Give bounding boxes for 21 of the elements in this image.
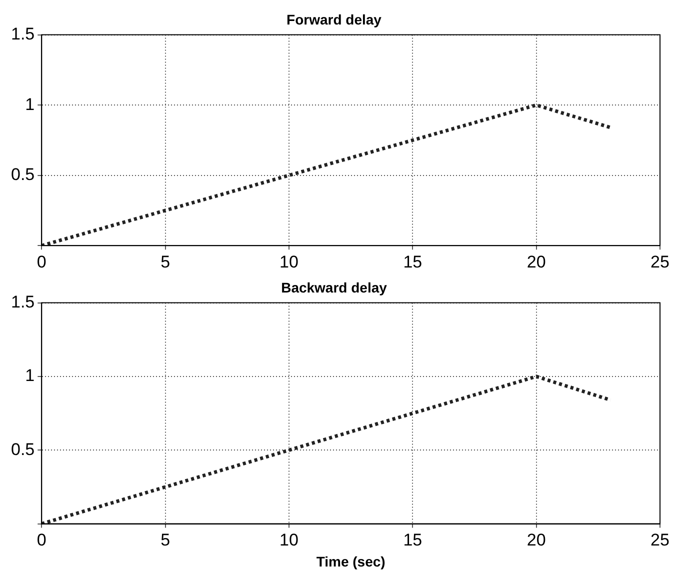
chart-title: Backward delay: [281, 279, 388, 296]
x-tick-label: 0: [36, 530, 46, 550]
x-tick-label: 0: [36, 252, 46, 272]
chart-title: Forward delay: [286, 11, 382, 28]
y-tick-label: 0.5: [10, 165, 35, 184]
x-tick-label: 5: [160, 252, 170, 272]
x-tick-label: 10: [280, 530, 298, 550]
x-tick-label: 25: [650, 252, 670, 272]
x-tick-label: 15: [403, 252, 422, 272]
y-tick-label: 1.5: [10, 24, 35, 44]
x-tick-label: 20: [526, 252, 546, 272]
x-tick-label: 10: [280, 252, 298, 272]
y-tick-label: 0.5: [10, 440, 35, 459]
y-tick-label: 1: [25, 366, 35, 386]
x-tick-label: 5: [160, 530, 170, 550]
x-tick-label: 20: [526, 530, 546, 550]
x-tick-label: 15: [403, 530, 422, 550]
y-tick-label: 1: [25, 94, 35, 114]
x-axis-title: Time (sec): [316, 553, 386, 570]
x-tick-label: 25: [650, 530, 670, 550]
y-tick-label: 1.5: [10, 292, 35, 312]
